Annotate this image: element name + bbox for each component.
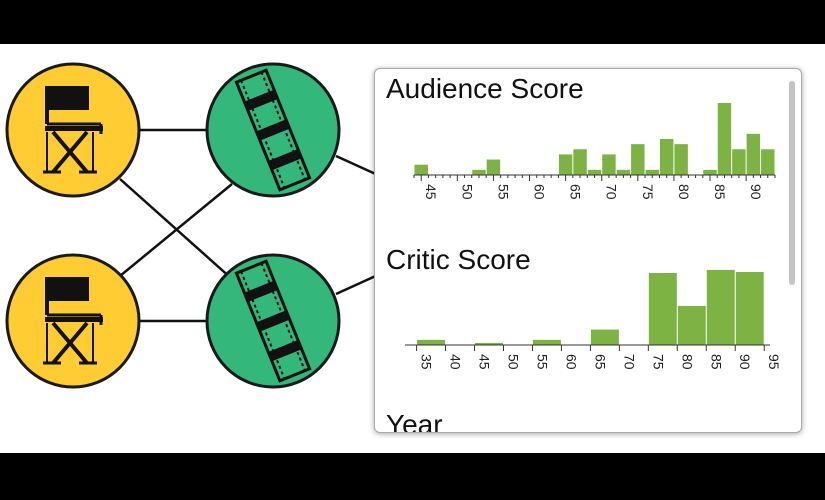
edge-movie2-panel (335, 272, 381, 296)
x-tick-label: 50 (459, 184, 475, 200)
x-tick-label: 90 (737, 354, 753, 370)
panel-scrollbar[interactable] (787, 75, 795, 425)
x-tick-label: 65 (592, 354, 608, 370)
histogram-bar[interactable] (761, 149, 775, 175)
x-tick-label: 55 (495, 184, 511, 200)
histogram-bar[interactable] (590, 329, 619, 345)
x-tick-label: 60 (532, 184, 548, 200)
x-tick-label: 65 (568, 184, 584, 200)
histogram-bar[interactable] (703, 169, 717, 175)
audience-score-title: Audience Score (386, 73, 584, 104)
bottom-frame-bar (0, 453, 825, 500)
audience-score-histogram: 45 50 55 60 65 70 75 80 85 90 (413, 103, 776, 200)
x-tick-label: 55 (534, 354, 550, 370)
histogram-bar[interactable] (532, 339, 561, 345)
histogram-bar[interactable] (674, 144, 688, 175)
director-chair-icon (43, 86, 103, 174)
histogram-bar[interactable] (486, 159, 501, 175)
critic-score-histogram: 35 40 45 50 55 60 65 70 75 80 85 90 95 (405, 269, 782, 370)
histogram-panel[interactable]: Audience Score 45 50 55 60 65 70 75 80 85 90 Crit… (374, 68, 802, 433)
film-strip-icon (234, 68, 312, 192)
histogram-bar[interactable] (414, 164, 428, 175)
x-tick-label: 90 (748, 184, 764, 200)
histogram-bar[interactable] (472, 169, 486, 175)
histogram-bar[interactable] (558, 154, 573, 175)
histogram-bar[interactable] (631, 144, 645, 175)
x-tick-label: 75 (650, 354, 666, 370)
panel-scrollbar-thumb[interactable] (789, 81, 795, 285)
histogram-panel-content[interactable]: Audience Score 45 50 55 60 65 70 75 80 85 90 Crit… (375, 69, 785, 432)
x-tick-label: 35 (419, 354, 435, 370)
x-tick-label: 85 (712, 184, 728, 200)
histogram-bar[interactable] (717, 103, 732, 175)
histogram-bar[interactable] (706, 269, 735, 345)
movie-node-1[interactable] (205, 62, 341, 198)
x-tick-label: 85 (708, 354, 724, 370)
histogram-bar[interactable] (573, 149, 587, 175)
x-tick-label: 45 (423, 184, 439, 200)
year-title: Year (386, 409, 443, 432)
histogram-bar[interactable] (732, 149, 746, 175)
top-frame-bar (0, 0, 825, 44)
histogram-bar[interactable] (659, 139, 674, 175)
histogram-bar[interactable] (677, 305, 706, 345)
histogram-bar[interactable] (735, 271, 764, 345)
critic-score-title: Critic Score (386, 244, 531, 275)
histogram-bar[interactable] (746, 133, 761, 175)
x-tick-label: 50 (505, 354, 521, 370)
director-node-1[interactable] (5, 62, 141, 198)
network-graph (5, 62, 381, 389)
x-tick-label: 70 (621, 354, 637, 370)
x-tick-label: 80 (679, 354, 695, 370)
x-tick-label: 70 (604, 184, 620, 200)
x-tick-label: 60 (563, 354, 579, 370)
histogram-bar[interactable] (645, 169, 659, 175)
histogram-bar[interactable] (648, 273, 677, 345)
edge-movie1-panel (335, 154, 381, 178)
x-tick-label: 40 (448, 354, 464, 370)
histogram-bar[interactable] (417, 339, 446, 345)
film-strip-icon (234, 259, 312, 383)
movie-node-2[interactable] (205, 253, 341, 389)
director-chair-icon (43, 277, 103, 365)
histogram-bar[interactable] (587, 169, 602, 175)
director-node-2[interactable] (5, 253, 141, 389)
x-tick-label: 80 (676, 184, 692, 200)
histogram-bar[interactable] (475, 342, 503, 345)
graph-edges (119, 128, 381, 323)
edge-director2-movie1 (119, 183, 233, 277)
x-tick-label: 75 (640, 184, 656, 200)
histogram-bar[interactable] (602, 154, 616, 175)
x-tick-label: 95 (766, 354, 782, 370)
histogram-bar[interactable] (616, 169, 631, 175)
x-tick-label: 45 (477, 354, 493, 370)
